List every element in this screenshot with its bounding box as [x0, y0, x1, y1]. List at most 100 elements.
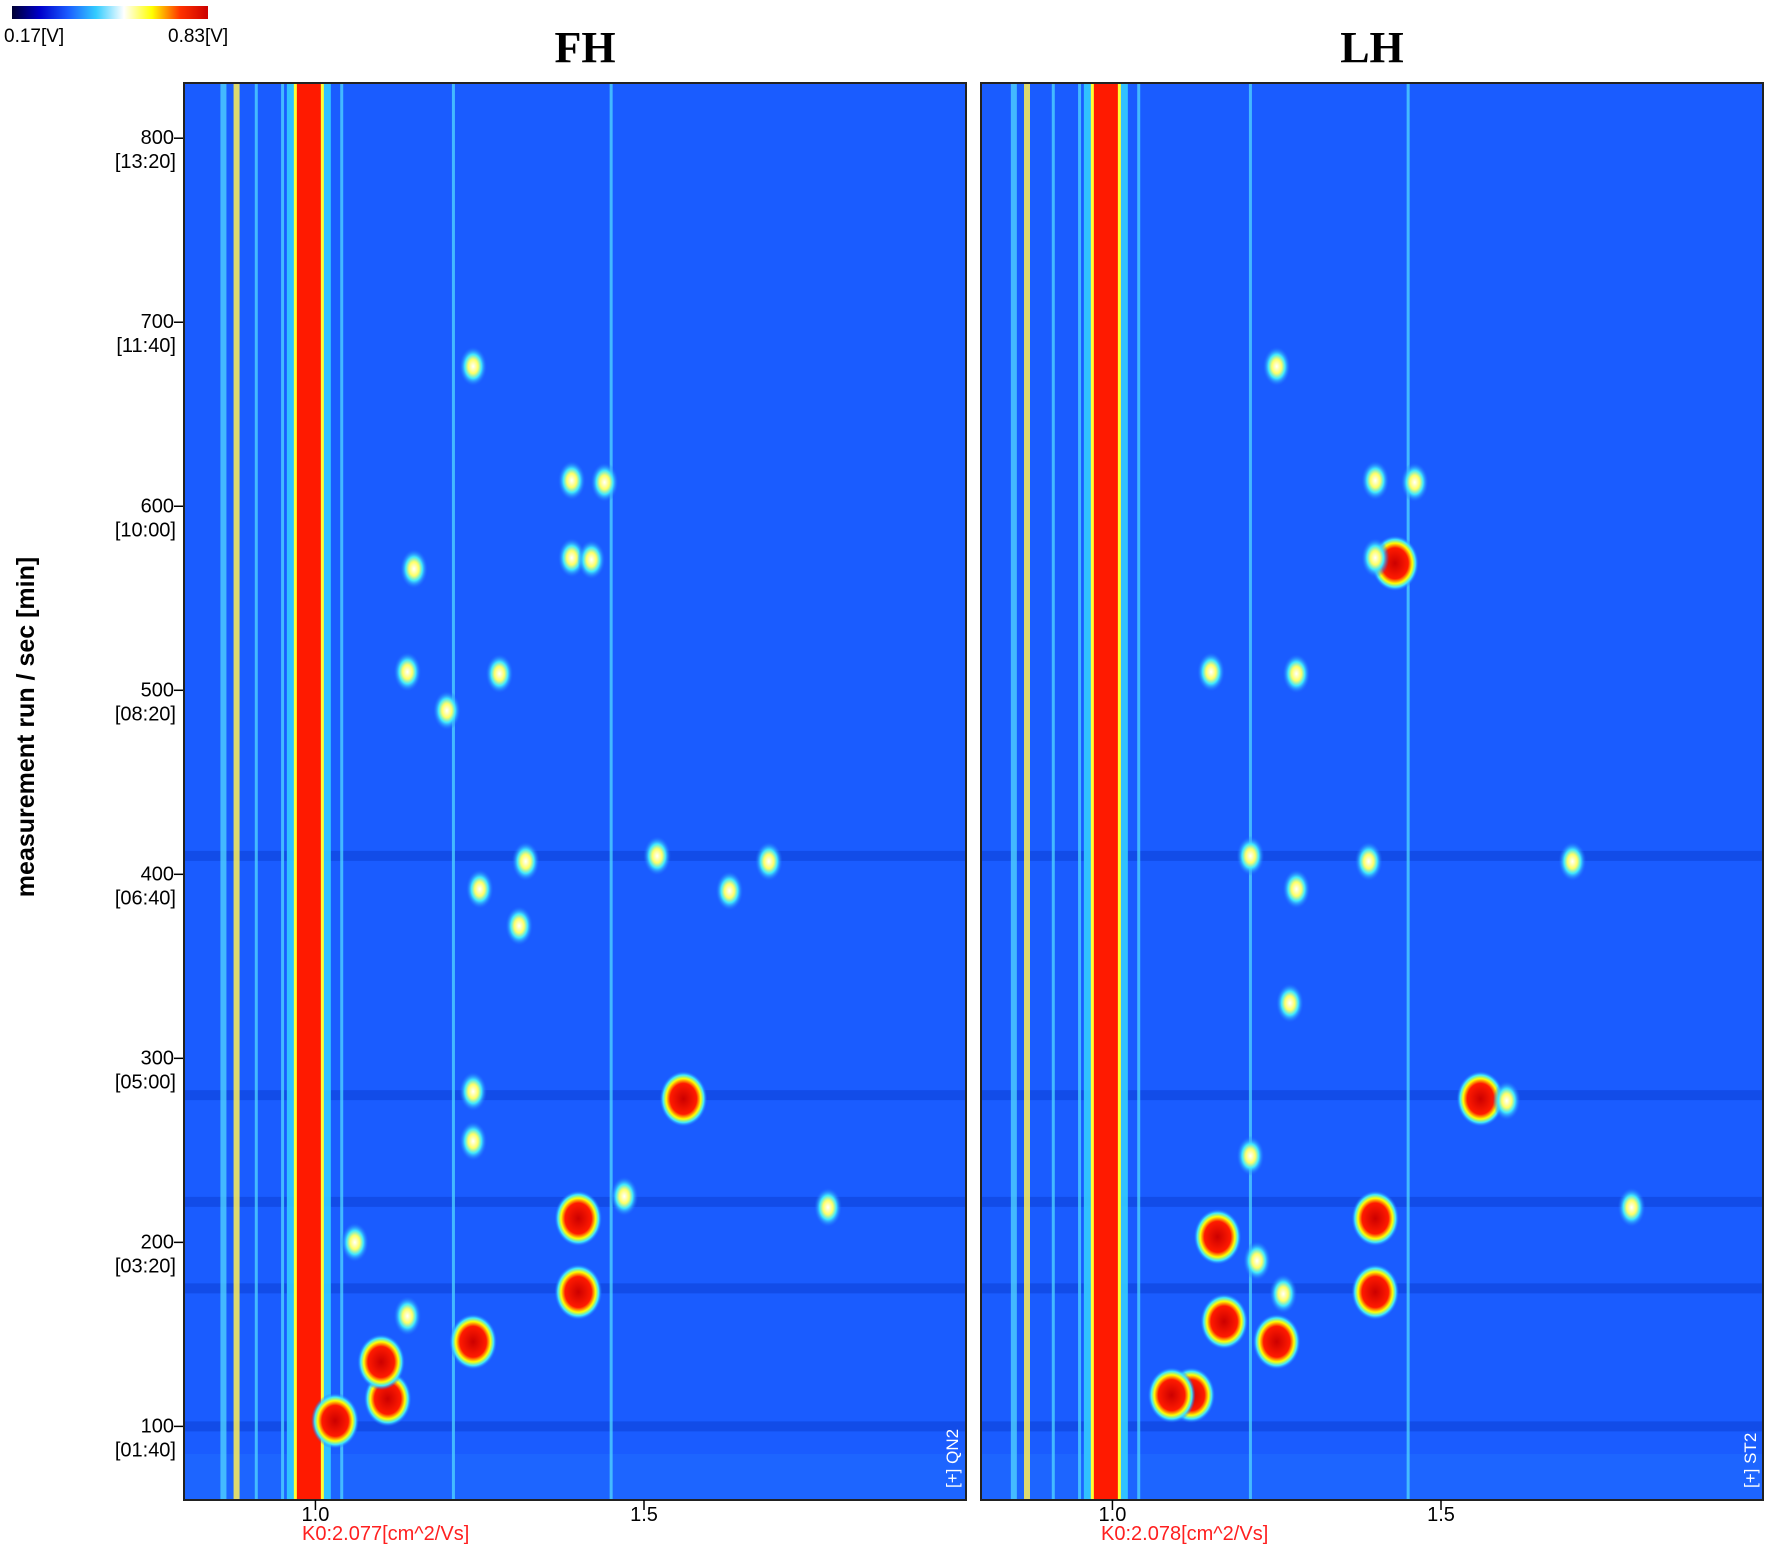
spot-high [1147, 1367, 1196, 1424]
spot-medium [1197, 651, 1225, 692]
spot-medium [577, 539, 606, 580]
spot-medium [393, 1295, 422, 1336]
spot-medium [465, 869, 494, 910]
vertical-reference-line [451, 83, 455, 1500]
spot-medium [1361, 537, 1390, 578]
vertical-reference-line [1248, 83, 1252, 1500]
y-axis-ticks: 800[13:20] 700[11:40] 600[10:00] 500[08:20]… [115, 127, 184, 1461]
y-tick-label: 400 [141, 863, 174, 885]
spot-medium [1243, 1240, 1271, 1281]
x-tick-label: 1.5 [630, 1504, 658, 1526]
k0-label-lh: K0:2.078[cm^2/Vs] [1101, 1523, 1268, 1545]
spot-medium [505, 905, 534, 946]
spot-medium [814, 1187, 842, 1228]
heatmap-panel-fh: FH 1.0 1.5 K0:2.077[cm^2/Vs] [+] QN2 [183, 23, 967, 1545]
spot-high [554, 1190, 603, 1247]
vertical-reference-line [254, 83, 258, 1500]
plot-frame-lh [980, 82, 1764, 1501]
x-tick-label: 1.0 [302, 1504, 330, 1526]
spot-medium [557, 460, 586, 501]
y-tick-label: 500 [141, 679, 174, 701]
spot-medium [432, 690, 461, 731]
x-axis-ticks-lh: 1.0 1.5 [1099, 1500, 1455, 1526]
vertical-reference-line [220, 83, 227, 1500]
sample-tag-fh: [+] QN2 [943, 1429, 962, 1488]
spot-medium [715, 870, 744, 911]
y-tick-time-label: [03:20] [115, 1255, 176, 1277]
k0-label-fh: K0:2.077[cm^2/Vs] [302, 1523, 469, 1545]
spot-medium [643, 835, 672, 876]
spot-medium [1354, 841, 1383, 882]
x-axis-ticks-fh: 1.0 1.5 [302, 1500, 658, 1526]
horizontal-band [184, 1421, 966, 1432]
vertical-reference-line [1051, 83, 1055, 1500]
vertical-reference-line [1137, 83, 1141, 1500]
x-tick-label: 1.0 [1099, 1504, 1127, 1526]
horizontal-band [184, 850, 966, 861]
heatmap-panel-lh: LH 1.0 1.5 K0:2.078[cm^2/Vs] [+] ST2 [980, 23, 1764, 1545]
rip-core [1093, 83, 1118, 1500]
y-axis-label: measurement run / sec [min] [12, 557, 40, 897]
sample-tag-lh: [+] ST2 [1741, 1433, 1760, 1488]
colorbar: 0.17[V] 0.83[V] [4, 6, 228, 47]
vertical-reference-line [340, 83, 344, 1500]
horizontal-band [981, 1090, 1763, 1101]
spot-medium [1282, 653, 1311, 694]
spot-medium [1558, 841, 1587, 882]
y-tick-time-label: [01:40] [115, 1439, 176, 1461]
spot-medium [340, 1222, 369, 1263]
y-tick-label: 700 [141, 311, 174, 333]
vertical-reference-line [281, 83, 285, 1500]
horizontal-band [981, 1421, 1763, 1432]
spot-medium [1361, 460, 1390, 501]
panel-title-fh: FH [554, 23, 615, 72]
reactant-ion-peak-lh [1083, 83, 1128, 1500]
spot-high [554, 1264, 603, 1321]
spot-medium [1236, 835, 1265, 876]
y-tick-label: 300 [141, 1047, 174, 1069]
spot-high [1351, 1264, 1400, 1321]
spot-medium [590, 462, 619, 503]
spot-high [449, 1313, 498, 1370]
spot-medium [1400, 462, 1429, 503]
vertical-reference-line [1406, 83, 1410, 1500]
spot-medium [1269, 1273, 1298, 1314]
vertical-reference-line [233, 83, 240, 1500]
spot-medium [1492, 1080, 1521, 1121]
colorbar-strip [12, 6, 208, 19]
spot-medium [1282, 869, 1311, 910]
spot-high [1252, 1313, 1301, 1370]
spots-fh [311, 346, 842, 1449]
y-tick-time-label: [10:00] [115, 519, 176, 541]
spot-medium [1236, 1135, 1265, 1176]
spot-medium [1275, 983, 1304, 1024]
spot-medium [1262, 346, 1291, 387]
vertical-reference-line [609, 83, 613, 1500]
vertical-reference-line [1024, 83, 1030, 1500]
spot-medium [400, 548, 428, 589]
y-tick-label: 600 [141, 495, 174, 517]
rip-core [296, 83, 321, 1500]
spots-lh [1147, 346, 1646, 1424]
y-tick-time-label: [13:20] [115, 151, 176, 173]
x-tick-label: 1.5 [1427, 1504, 1455, 1526]
spot-high [357, 1333, 406, 1390]
spot-medium [485, 653, 514, 694]
spot-medium [459, 1071, 488, 1112]
plot-frame-fh [183, 82, 967, 1501]
horizontal-band [184, 1090, 966, 1101]
spot-medium [393, 651, 422, 692]
vertical-reference-line [1010, 83, 1017, 1500]
panel-title-lh: LH [1340, 23, 1404, 72]
y-tick-time-label: [05:00] [115, 1071, 176, 1093]
spot-medium [610, 1176, 639, 1217]
spot-high [1200, 1293, 1249, 1350]
colorbar-max-label: 0.83[V] [168, 26, 228, 47]
spot-medium [459, 1121, 488, 1162]
spot-high [1351, 1190, 1400, 1247]
y-tick-time-label: [06:40] [115, 887, 176, 909]
y-tick-time-label: [11:40] [116, 335, 176, 357]
spot-high [1193, 1208, 1242, 1265]
colorbar-min-label: 0.17[V] [4, 26, 64, 47]
